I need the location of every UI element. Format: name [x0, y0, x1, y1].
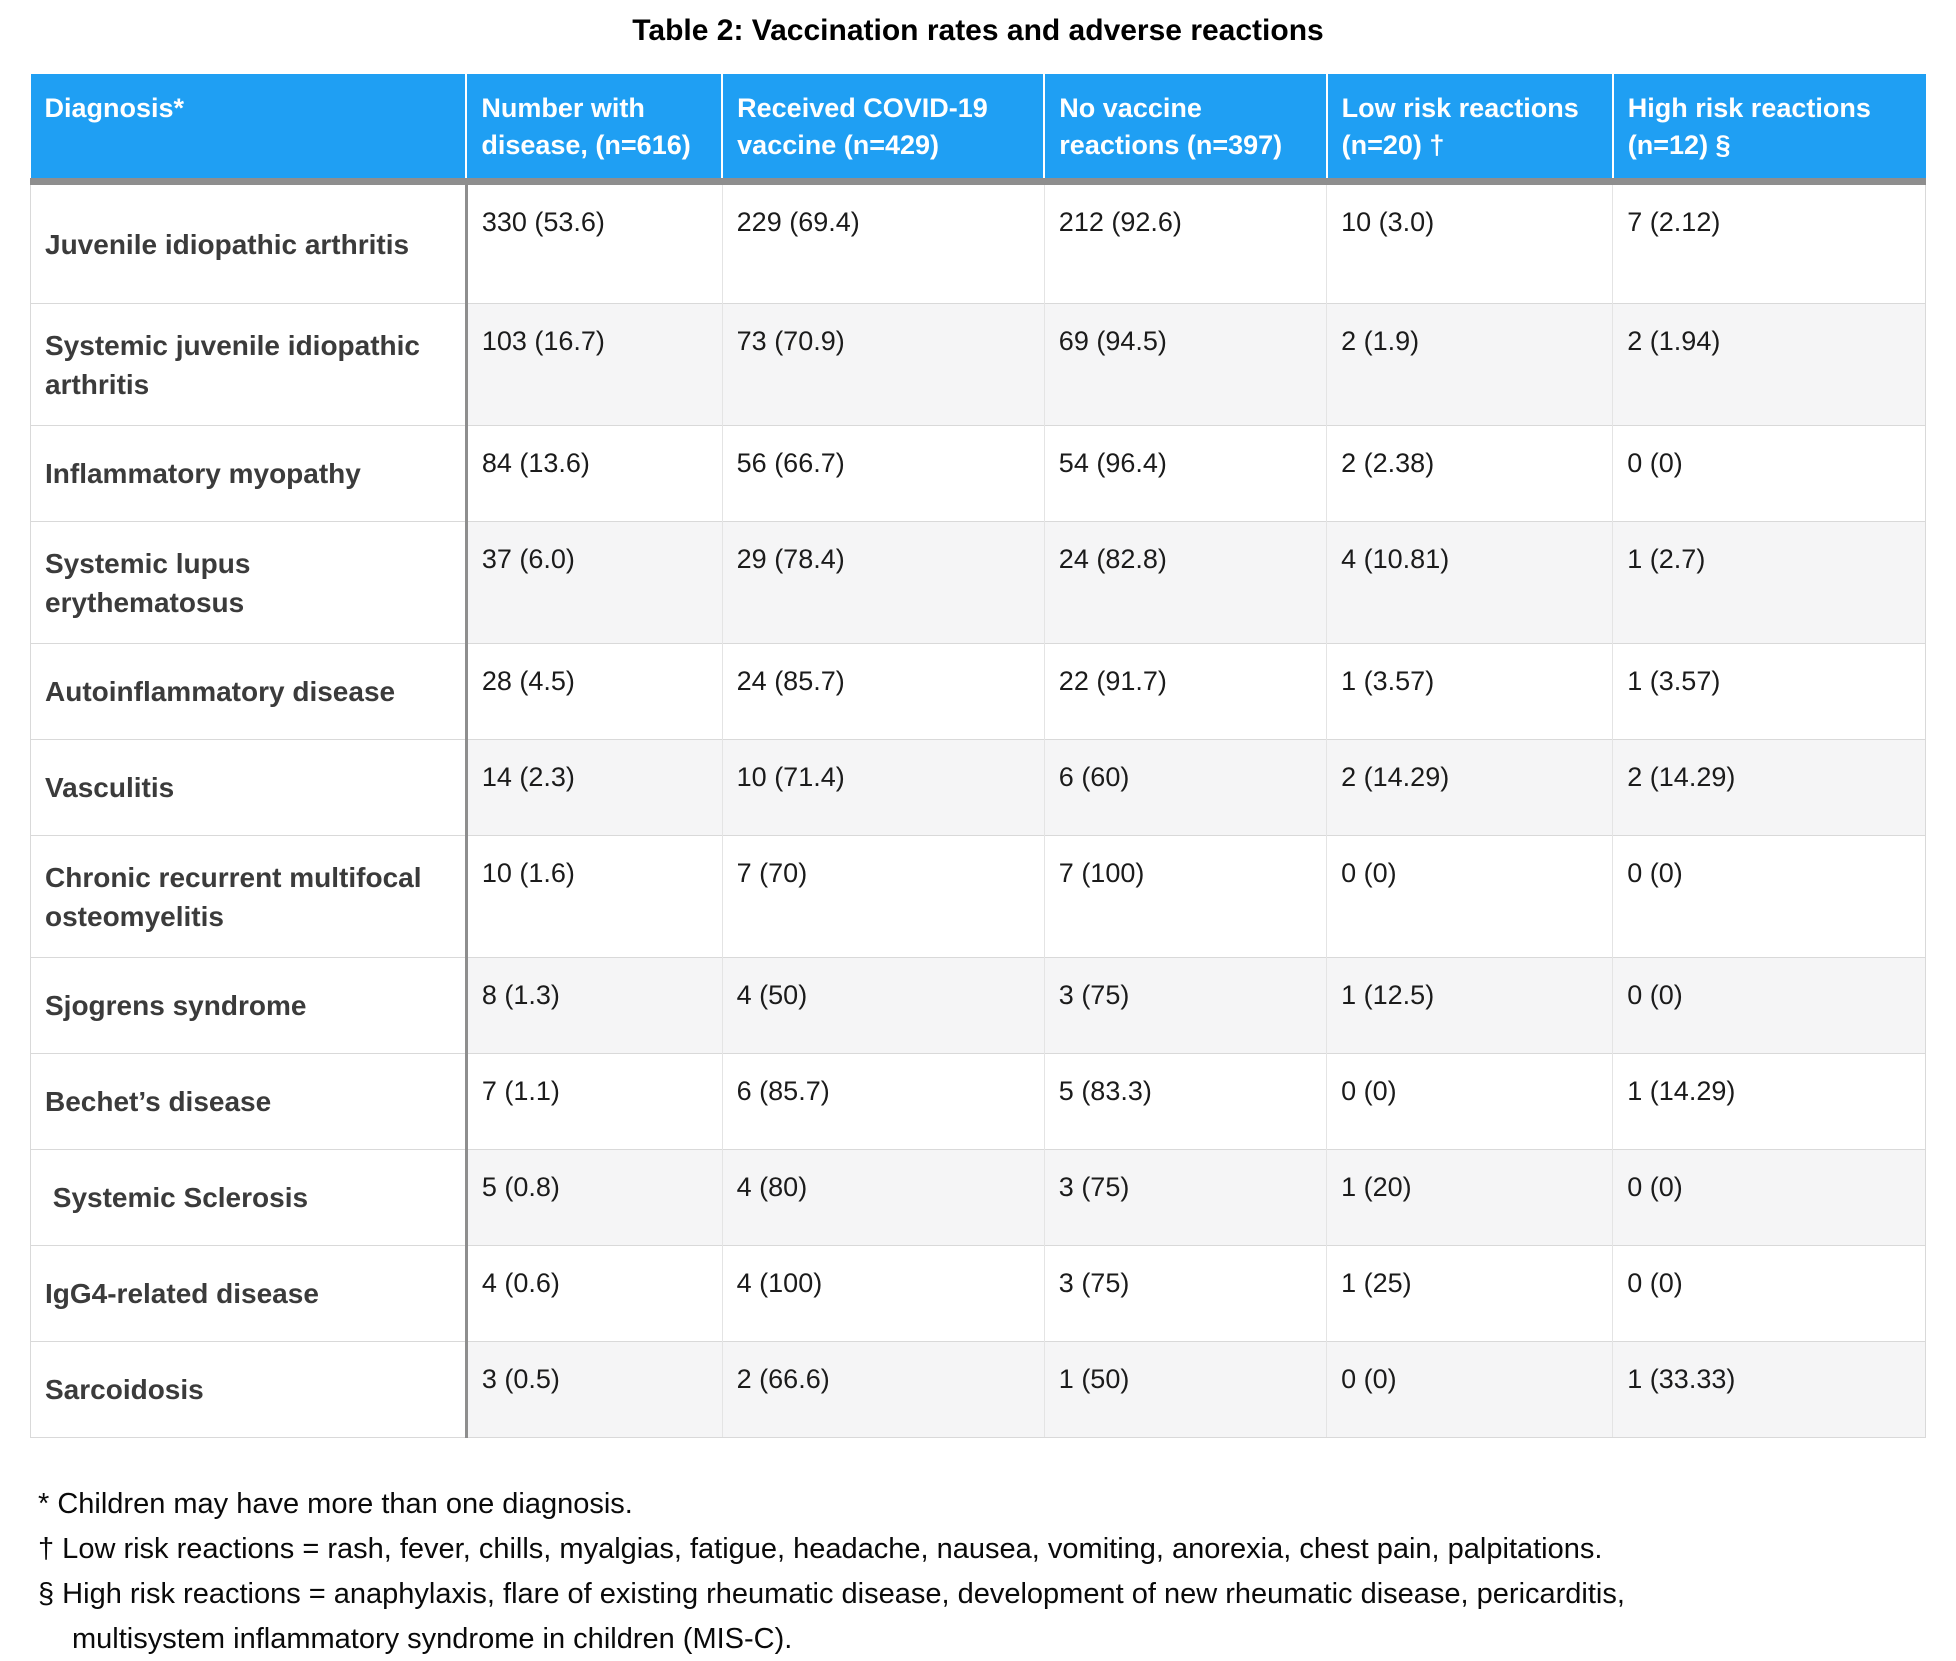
value-cell: 1 (14.29) — [1612, 1053, 1926, 1150]
table-row: Systemic Sclerosis 5 (0.8) 4 (80) 3 (75)… — [30, 1149, 1926, 1246]
diagnosis-cell: Chronic recurrent multifocal osteomyelit… — [30, 835, 468, 958]
footnote-low-risk: † Low risk reactions = rash, fever, chil… — [38, 1533, 1603, 1565]
col-header-diagnosis: Diagnosis* — [30, 74, 468, 185]
vaccination-table: Diagnosis* Number with disease, (n=616) … — [30, 74, 1926, 1438]
table-row: IgG4-related disease 4 (0.6) 4 (100) 3 (… — [30, 1245, 1926, 1342]
value-cell: 229 (69.4) — [722, 181, 1045, 304]
value-cell: 0 (0) — [1612, 1149, 1926, 1246]
value-cell: 54 (96.4) — [1044, 425, 1328, 522]
value-cell: 3 (75) — [1044, 957, 1328, 1054]
value-cell: 69 (94.5) — [1044, 303, 1328, 426]
value-cell: 8 (1.3) — [466, 957, 723, 1054]
col-header-no-vaccine-reactions: No vaccine reactions (n=397) — [1044, 74, 1328, 185]
value-cell: 1 (33.33) — [1612, 1341, 1926, 1438]
value-cell: 24 (82.8) — [1044, 521, 1328, 644]
value-cell: 2 (14.29) — [1326, 739, 1614, 836]
value-cell: 84 (13.6) — [466, 425, 723, 522]
value-cell: 3 (0.5) — [466, 1341, 723, 1438]
value-cell: 73 (70.9) — [722, 303, 1045, 426]
diagnosis-cell: Sarcoidosis — [30, 1341, 468, 1438]
value-cell: 7 (1.1) — [466, 1053, 723, 1150]
table-row: Chronic recurrent multifocal osteomyelit… — [30, 835, 1926, 958]
value-cell: 4 (100) — [722, 1245, 1045, 1342]
value-cell: 1 (12.5) — [1326, 957, 1614, 1054]
value-cell: 10 (71.4) — [722, 739, 1045, 836]
value-cell: 2 (1.94) — [1612, 303, 1926, 426]
value-cell: 1 (50) — [1044, 1341, 1328, 1438]
table-title: Table 2: Vaccination rates and adverse r… — [632, 14, 1324, 47]
value-cell: 10 (1.6) — [466, 835, 723, 958]
diagnosis-cell: Systemic juvenile idiopathic arthritis — [30, 303, 468, 426]
value-cell: 1 (2.7) — [1612, 521, 1926, 644]
page: Table 2: Vaccination rates and adverse r… — [30, 14, 1926, 1655]
value-cell: 212 (92.6) — [1044, 181, 1328, 304]
table-row: Inflammatory myopathy 84 (13.6) 56 (66.7… — [30, 425, 1926, 522]
value-cell: 4 (80) — [722, 1149, 1045, 1246]
value-cell: 0 (0) — [1612, 835, 1926, 958]
value-cell: 7 (2.12) — [1612, 181, 1926, 304]
col-header-received-vaccine: Received COVID-19 vaccine (n=429) — [722, 74, 1046, 185]
value-cell: 22 (91.7) — [1044, 643, 1328, 740]
footnote-high-risk: § High risk reactions = anaphylaxis, fla… — [38, 1578, 1625, 1610]
value-cell: 1 (25) — [1326, 1245, 1614, 1342]
value-cell: 1 (3.57) — [1612, 643, 1926, 740]
value-cell: 0 (0) — [1612, 1245, 1926, 1342]
value-cell: 1 (20) — [1326, 1149, 1614, 1246]
value-cell: 4 (50) — [722, 957, 1045, 1054]
table-row: Systemic lupus erythematosus 37 (6.0) 29… — [30, 521, 1926, 644]
diagnosis-cell: Vasculitis — [30, 739, 468, 836]
value-cell: 56 (66.7) — [722, 425, 1045, 522]
footnote-diagnosis: * Children may have more than one diagno… — [38, 1488, 633, 1520]
value-cell: 6 (60) — [1044, 739, 1328, 836]
table-row: Vasculitis 14 (2.3) 10 (71.4) 6 (60) 2 (… — [30, 739, 1926, 836]
table-row: Sarcoidosis 3 (0.5) 2 (66.6) 1 (50) 0 (0… — [30, 1341, 1926, 1438]
footnotes: * Children may have more than one diagno… — [30, 1482, 1926, 1661]
value-cell: 4 (10.81) — [1326, 521, 1614, 644]
diagnosis-cell: Inflammatory myopathy — [30, 425, 468, 522]
diagnosis-cell: Autoinflammatory disease — [30, 643, 468, 740]
table-row: Sjogrens syndrome 8 (1.3) 4 (50) 3 (75) … — [30, 957, 1926, 1054]
table-row: Bechet’s disease 7 (1.1) 6 (85.7) 5 (83.… — [30, 1053, 1926, 1150]
value-cell: 6 (85.7) — [722, 1053, 1045, 1150]
value-cell: 4 (0.6) — [466, 1245, 723, 1342]
value-cell: 14 (2.3) — [466, 739, 723, 836]
value-cell: 103 (16.7) — [466, 303, 723, 426]
value-cell: 29 (78.4) — [722, 521, 1045, 644]
value-cell: 1 (3.57) — [1326, 643, 1614, 740]
value-cell: 5 (0.8) — [466, 1149, 723, 1246]
value-cell: 37 (6.0) — [466, 521, 723, 644]
value-cell: 330 (53.6) — [466, 181, 723, 304]
table-row: Systemic juvenile idiopathic arthritis 1… — [30, 303, 1926, 426]
table-row: Autoinflammatory disease 28 (4.5) 24 (85… — [30, 643, 1926, 740]
value-cell: 28 (4.5) — [466, 643, 723, 740]
diagnosis-cell: Sjogrens syndrome — [30, 957, 468, 1054]
diagnosis-cell: Systemic Sclerosis — [30, 1149, 468, 1246]
value-cell: 5 (83.3) — [1044, 1053, 1328, 1150]
value-cell: 0 (0) — [1326, 1053, 1614, 1150]
col-header-low-risk-reactions: Low risk reactions (n=20) † — [1326, 74, 1614, 185]
value-cell: 2 (2.38) — [1326, 425, 1614, 522]
value-cell: 2 (1.9) — [1326, 303, 1614, 426]
value-cell: 0 (0) — [1326, 835, 1614, 958]
value-cell: 7 (100) — [1044, 835, 1328, 958]
value-cell: 2 (66.6) — [722, 1341, 1045, 1438]
value-cell: 3 (75) — [1044, 1245, 1328, 1342]
value-cell: 10 (3.0) — [1326, 181, 1614, 304]
diagnosis-cell: Bechet’s disease — [30, 1053, 468, 1150]
col-header-high-risk-reactions: High risk reactions (n=12) § — [1612, 74, 1926, 185]
value-cell: 2 (14.29) — [1612, 739, 1926, 836]
value-cell: 0 (0) — [1612, 425, 1926, 522]
table-row: Juvenile idiopathic arthritis 330 (53.6)… — [30, 181, 1926, 304]
diagnosis-cell: Juvenile idiopathic arthritis — [30, 181, 468, 304]
header-row: Diagnosis* Number with disease, (n=616) … — [30, 74, 1926, 185]
diagnosis-cell: Systemic lupus erythematosus — [30, 521, 468, 644]
value-cell: 7 (70) — [722, 835, 1045, 958]
footnote-high-risk-continued: multisystem inflammatory syndrome in chi… — [72, 1623, 793, 1655]
value-cell: 0 (0) — [1326, 1341, 1614, 1438]
col-header-number-with-disease: Number with disease, (n=616) — [466, 74, 724, 185]
value-cell: 24 (85.7) — [722, 643, 1045, 740]
value-cell: 3 (75) — [1044, 1149, 1328, 1246]
value-cell: 0 (0) — [1612, 957, 1926, 1054]
diagnosis-cell: IgG4-related disease — [30, 1245, 468, 1342]
